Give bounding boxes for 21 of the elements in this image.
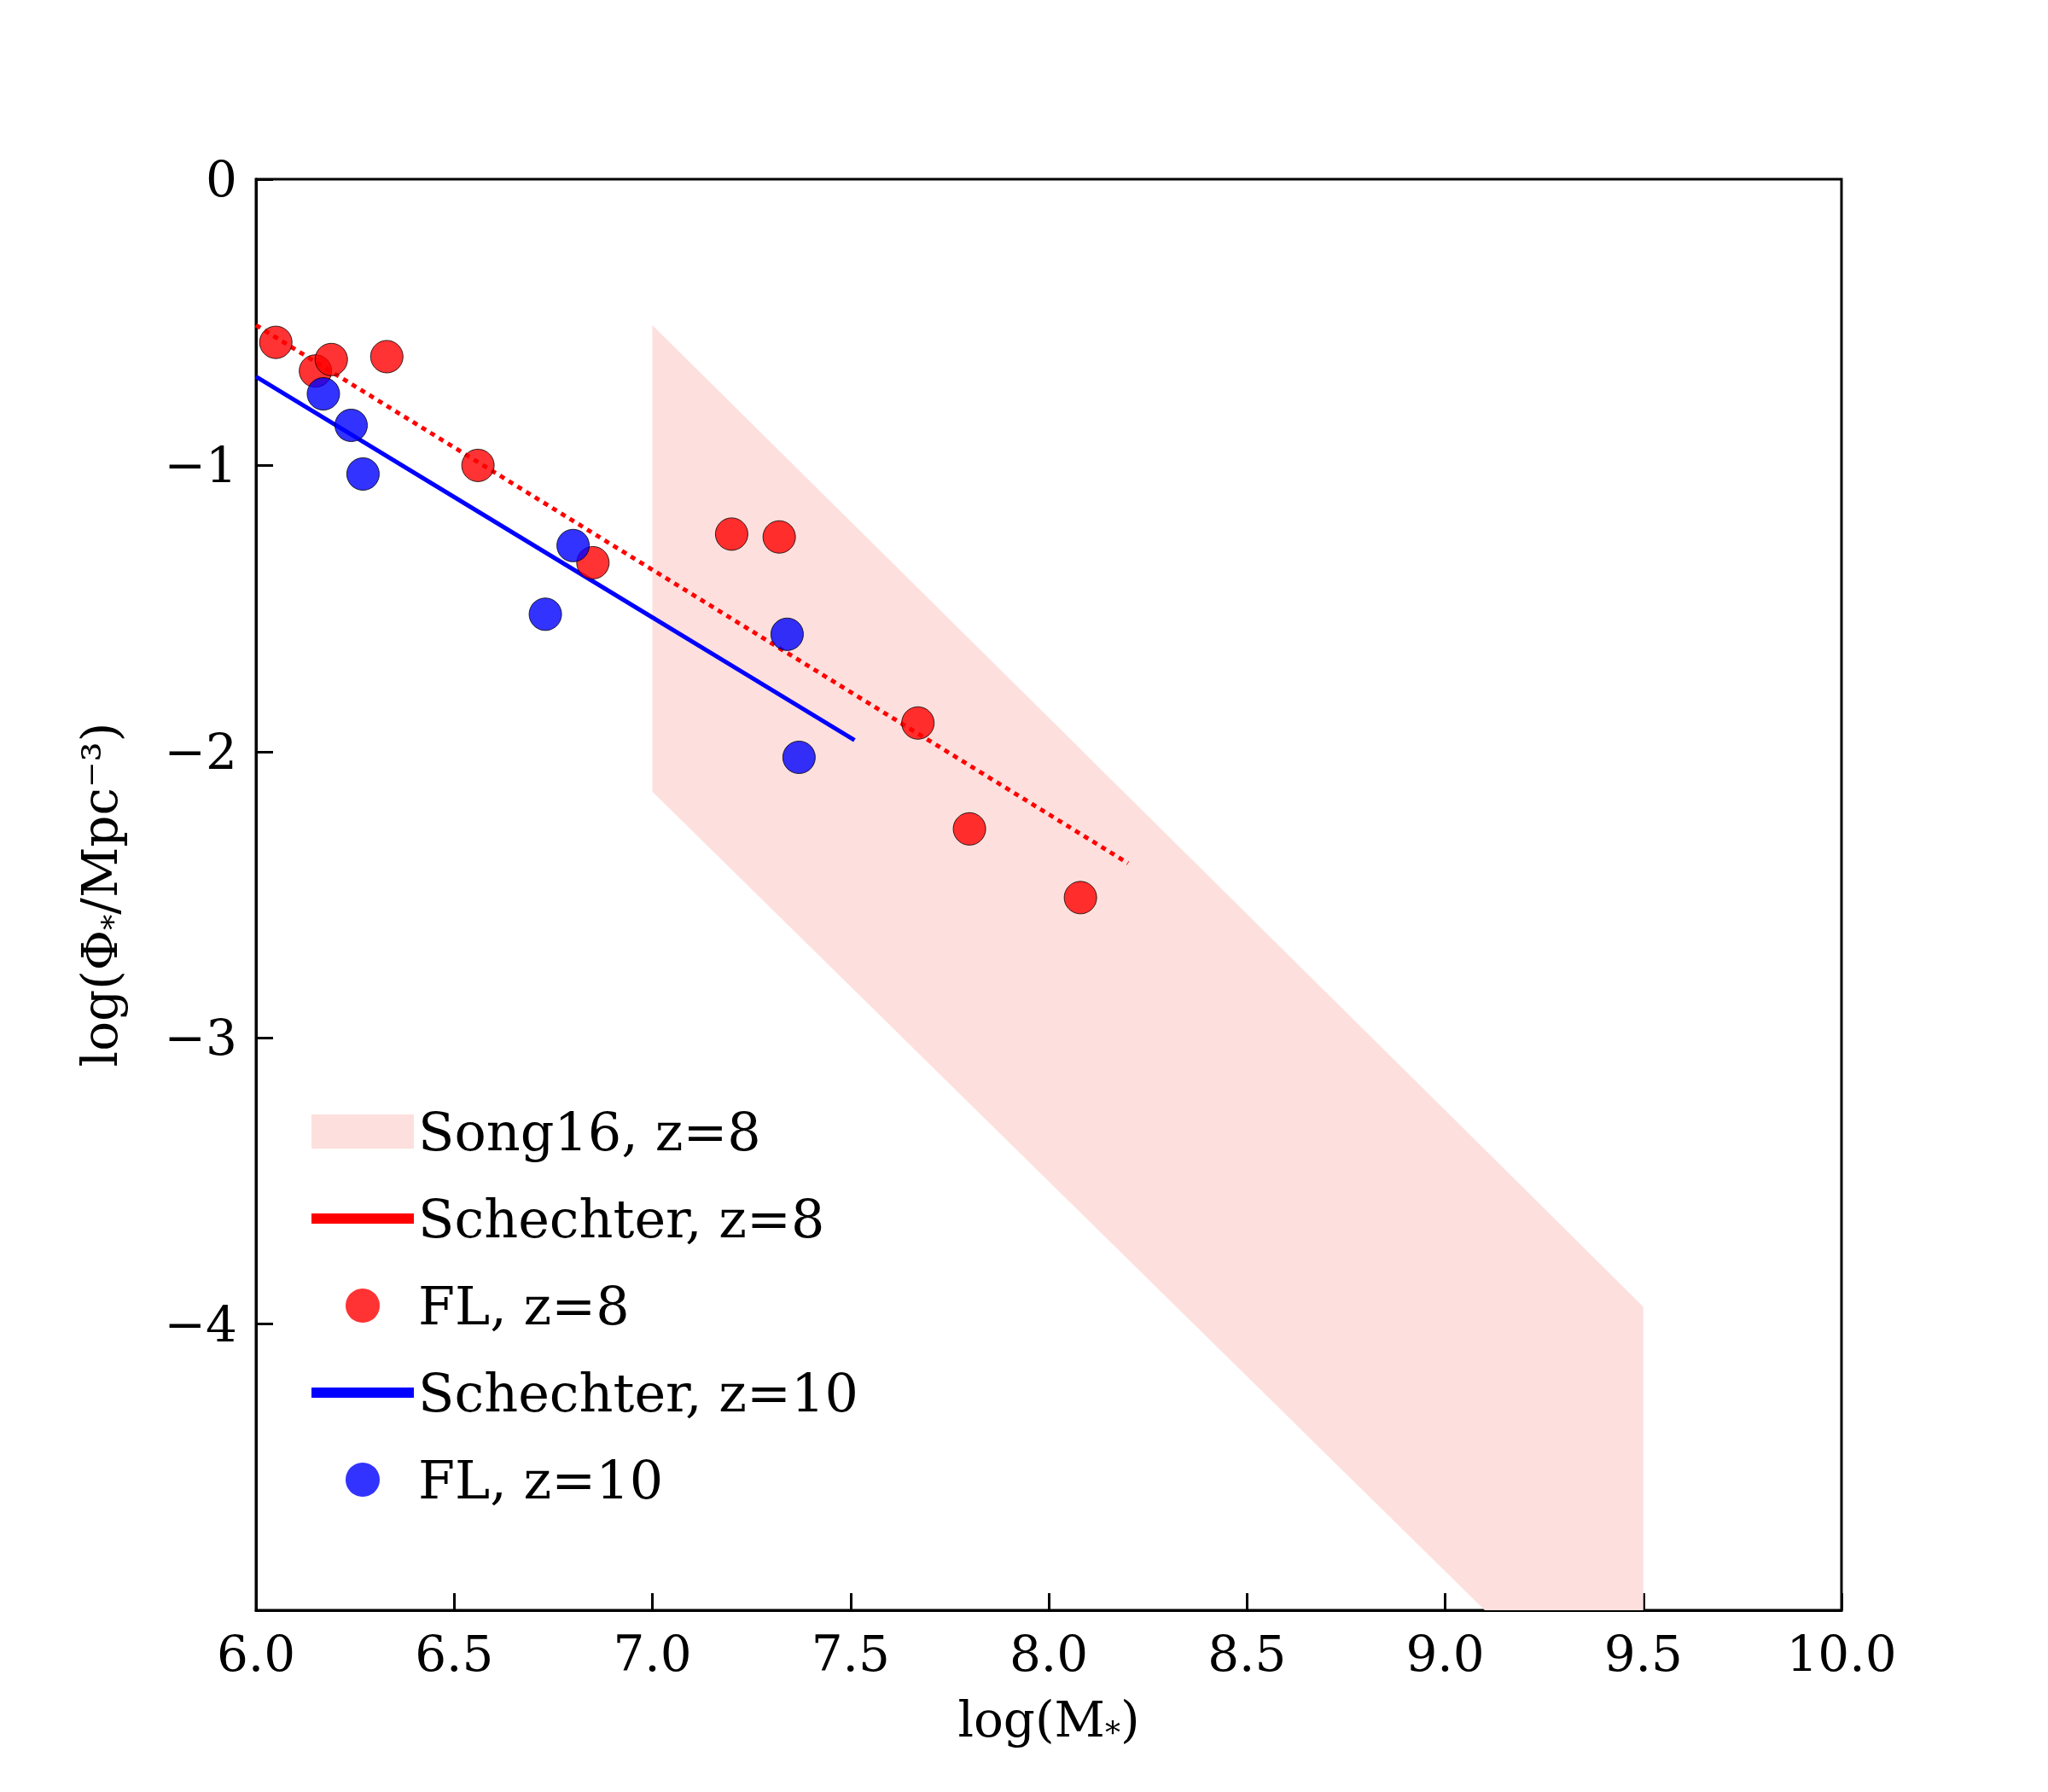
x-tick-label: 9.0 <box>1405 1625 1485 1683</box>
x-tick-label: 7.5 <box>811 1625 890 1683</box>
y-tick-label: −1 <box>164 436 237 495</box>
legend-label: FL, z=8 <box>418 1274 630 1337</box>
x-tick-label: 10.0 <box>1786 1625 1897 1683</box>
x-axis-title: log(M*) <box>957 1690 1140 1750</box>
x-tick-label: 6.0 <box>216 1625 296 1683</box>
y-tick-label: −2 <box>164 722 237 781</box>
legend-label: FL, z=10 <box>418 1448 664 1511</box>
legend-label: Schechter, z=8 <box>418 1187 825 1250</box>
x-tick-label: 8.5 <box>1207 1625 1287 1683</box>
x-tick-label: 6.5 <box>415 1625 494 1683</box>
y-tick-label: 0 <box>206 150 237 208</box>
legend-label: Schechter, z=10 <box>418 1361 858 1424</box>
y-tick-label: −4 <box>164 1295 237 1353</box>
x-tick-label: 7.0 <box>613 1625 692 1683</box>
x-tick-label: 9.5 <box>1603 1625 1683 1683</box>
y-tick-label: −3 <box>164 1009 237 1068</box>
legend-label: Song16, z=8 <box>418 1100 761 1163</box>
x-tick-label: 8.0 <box>1009 1625 1089 1683</box>
y-axis-title: log(Φ*/Mpc⁻³) <box>71 722 131 1068</box>
